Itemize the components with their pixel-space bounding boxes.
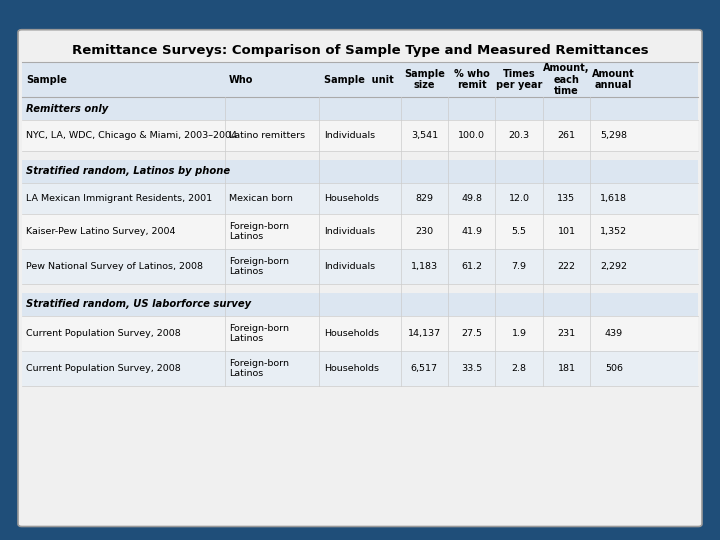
Text: 20.3: 20.3: [508, 131, 530, 140]
Text: 439: 439: [605, 329, 623, 338]
Text: 101: 101: [557, 227, 575, 236]
Text: Amount
annual: Amount annual: [593, 69, 635, 91]
Text: Stratified random, Latinos by phone: Stratified random, Latinos by phone: [26, 166, 230, 177]
Text: Who: Who: [229, 75, 253, 85]
Text: 181: 181: [557, 364, 575, 373]
Text: 6,517: 6,517: [411, 364, 438, 373]
Text: Foreign-born
Latinos: Foreign-born Latinos: [229, 257, 289, 276]
Text: Kaiser-Pew Latino Survey, 2004: Kaiser-Pew Latino Survey, 2004: [26, 227, 176, 236]
Text: 829: 829: [415, 194, 433, 203]
Text: Sample: Sample: [26, 75, 67, 85]
Text: Households: Households: [324, 194, 379, 203]
Text: 49.8: 49.8: [462, 194, 482, 203]
Text: 100.0: 100.0: [458, 131, 485, 140]
Text: 41.9: 41.9: [462, 227, 482, 236]
Text: 3,541: 3,541: [410, 131, 438, 140]
Text: Mexican born: Mexican born: [229, 194, 293, 203]
Text: % who
remit: % who remit: [454, 69, 490, 91]
Text: Latino remitters: Latino remitters: [229, 131, 305, 140]
Text: Current Population Survey, 2008: Current Population Survey, 2008: [26, 329, 181, 338]
Text: Individuals: Individuals: [324, 131, 375, 140]
Text: 33.5: 33.5: [461, 364, 482, 373]
Text: 261: 261: [557, 131, 575, 140]
Text: 135: 135: [557, 194, 575, 203]
Text: 230: 230: [415, 227, 433, 236]
Text: Current Population Survey, 2008: Current Population Survey, 2008: [26, 364, 181, 373]
Text: 5.5: 5.5: [511, 227, 526, 236]
Text: 5,298: 5,298: [600, 131, 627, 140]
Text: 27.5: 27.5: [462, 329, 482, 338]
Text: 2.8: 2.8: [511, 364, 526, 373]
Text: 7.9: 7.9: [511, 262, 526, 271]
Text: 2,292: 2,292: [600, 262, 627, 271]
Text: Times
per year: Times per year: [496, 69, 542, 91]
Text: Pew National Survey of Latinos, 2008: Pew National Survey of Latinos, 2008: [26, 262, 203, 271]
Text: 1,183: 1,183: [410, 262, 438, 271]
Text: Remittance Surveys: Comparison of Sample Type and Measured Remittances: Remittance Surveys: Comparison of Sample…: [72, 44, 648, 57]
Text: 61.2: 61.2: [462, 262, 482, 271]
Text: Foreign-born
Latinos: Foreign-born Latinos: [229, 359, 289, 378]
Text: 1,352: 1,352: [600, 227, 627, 236]
Text: 14,137: 14,137: [408, 329, 441, 338]
Text: Amount,
each
time: Amount, each time: [543, 63, 590, 96]
Text: 506: 506: [605, 364, 623, 373]
Text: Foreign-born
Latinos: Foreign-born Latinos: [229, 324, 289, 343]
Text: Foreign-born
Latinos: Foreign-born Latinos: [229, 222, 289, 241]
Text: Individuals: Individuals: [324, 227, 375, 236]
Text: LA Mexican Immigrant Residents, 2001: LA Mexican Immigrant Residents, 2001: [26, 194, 212, 203]
Text: Stratified random, US laborforce survey: Stratified random, US laborforce survey: [26, 299, 251, 309]
Text: 231: 231: [557, 329, 575, 338]
Text: Households: Households: [324, 329, 379, 338]
Text: 1.9: 1.9: [511, 329, 526, 338]
Text: Sample  unit: Sample unit: [324, 75, 393, 85]
Text: Sample
size: Sample size: [404, 69, 445, 91]
Text: 1,618: 1,618: [600, 194, 627, 203]
Text: NYC, LA, WDC, Chicago & Miami, 2003–2004: NYC, LA, WDC, Chicago & Miami, 2003–2004: [26, 131, 237, 140]
Text: Remitters only: Remitters only: [26, 104, 108, 114]
Text: Households: Households: [324, 364, 379, 373]
Text: 222: 222: [557, 262, 575, 271]
Text: 12.0: 12.0: [508, 194, 529, 203]
Text: Individuals: Individuals: [324, 262, 375, 271]
